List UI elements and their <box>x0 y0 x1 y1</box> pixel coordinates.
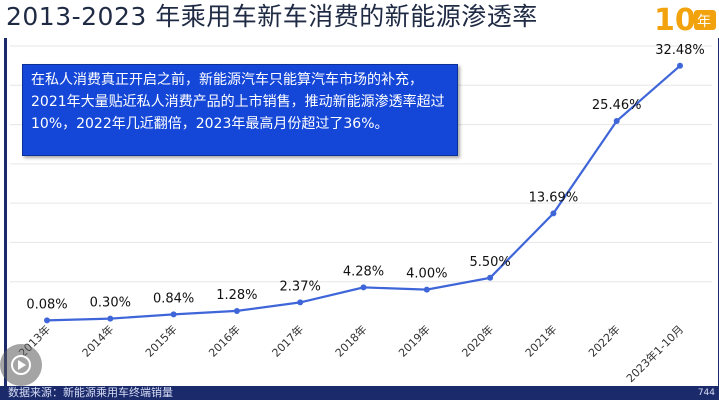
page-number: 744 <box>697 388 715 398</box>
x-tick-label: 2018年 <box>332 322 369 359</box>
data-label: 13.69% <box>529 190 579 205</box>
footer-bar <box>0 386 719 400</box>
callout-text: 在私人消费真正开启之前，新能源汽车只能算汽车市场的补充，2021年大量贴近私人消… <box>31 72 445 132</box>
play-icon <box>11 355 31 375</box>
data-label: 0.84% <box>153 291 194 306</box>
x-tick-label: 2023年1-10月 <box>623 322 686 385</box>
data-label: 25.46% <box>592 98 642 113</box>
data-label: 2.37% <box>280 279 321 294</box>
play-overlay[interactable] <box>0 344 42 386</box>
data-point <box>423 286 430 293</box>
x-tick-label: 2016年 <box>206 322 243 359</box>
data-label: 0.30% <box>90 296 131 311</box>
data-label: 4.28% <box>343 264 384 279</box>
data-label: 4.00% <box>406 267 447 282</box>
data-point <box>297 299 304 306</box>
source-note: 数据来源：新能源乘用车终端销量 <box>8 386 173 399</box>
data-point <box>107 315 114 322</box>
data-point <box>360 284 367 291</box>
x-tick-label: 2022年 <box>585 322 622 359</box>
logo-number: 10 <box>654 3 696 38</box>
x-tick-label: 2019年 <box>395 322 432 359</box>
x-tick-label: 2017年 <box>269 322 306 359</box>
x-tick-label: 2014年 <box>79 322 116 359</box>
title-bar <box>0 0 719 34</box>
x-tick-label: 2020年 <box>459 322 496 359</box>
data-point <box>233 307 240 314</box>
data-label: 0.08% <box>26 297 67 312</box>
data-label: 1.28% <box>216 288 257 303</box>
data-label: 5.50% <box>469 255 510 270</box>
data-point <box>613 117 620 124</box>
x-tick-label: 2021年 <box>522 322 559 359</box>
data-point <box>487 274 494 281</box>
data-label: 32.48% <box>655 43 705 58</box>
callout-box: 在私人消费真正开启之前，新能源汽车只能算汽车市场的补充，2021年大量贴近私人消… <box>22 64 458 156</box>
logo-badge: 10 年 <box>650 0 719 40</box>
x-tick-label: 2015年 <box>142 322 179 359</box>
data-point <box>677 62 683 69</box>
logo-sub: 年 <box>697 14 711 30</box>
page-title: 2013-2023 年乘用车新车消费的新能源渗透率 <box>6 2 538 31</box>
data-point <box>170 311 177 318</box>
data-point <box>550 210 557 217</box>
data-point <box>44 317 50 324</box>
